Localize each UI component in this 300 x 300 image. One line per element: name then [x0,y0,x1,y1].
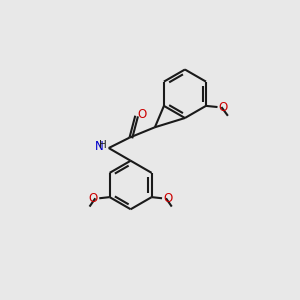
Text: H: H [99,140,107,150]
Text: O: O [138,108,147,121]
Text: O: O [163,192,172,205]
Text: O: O [89,192,98,205]
Text: O: O [219,100,228,113]
Text: N: N [95,140,103,153]
